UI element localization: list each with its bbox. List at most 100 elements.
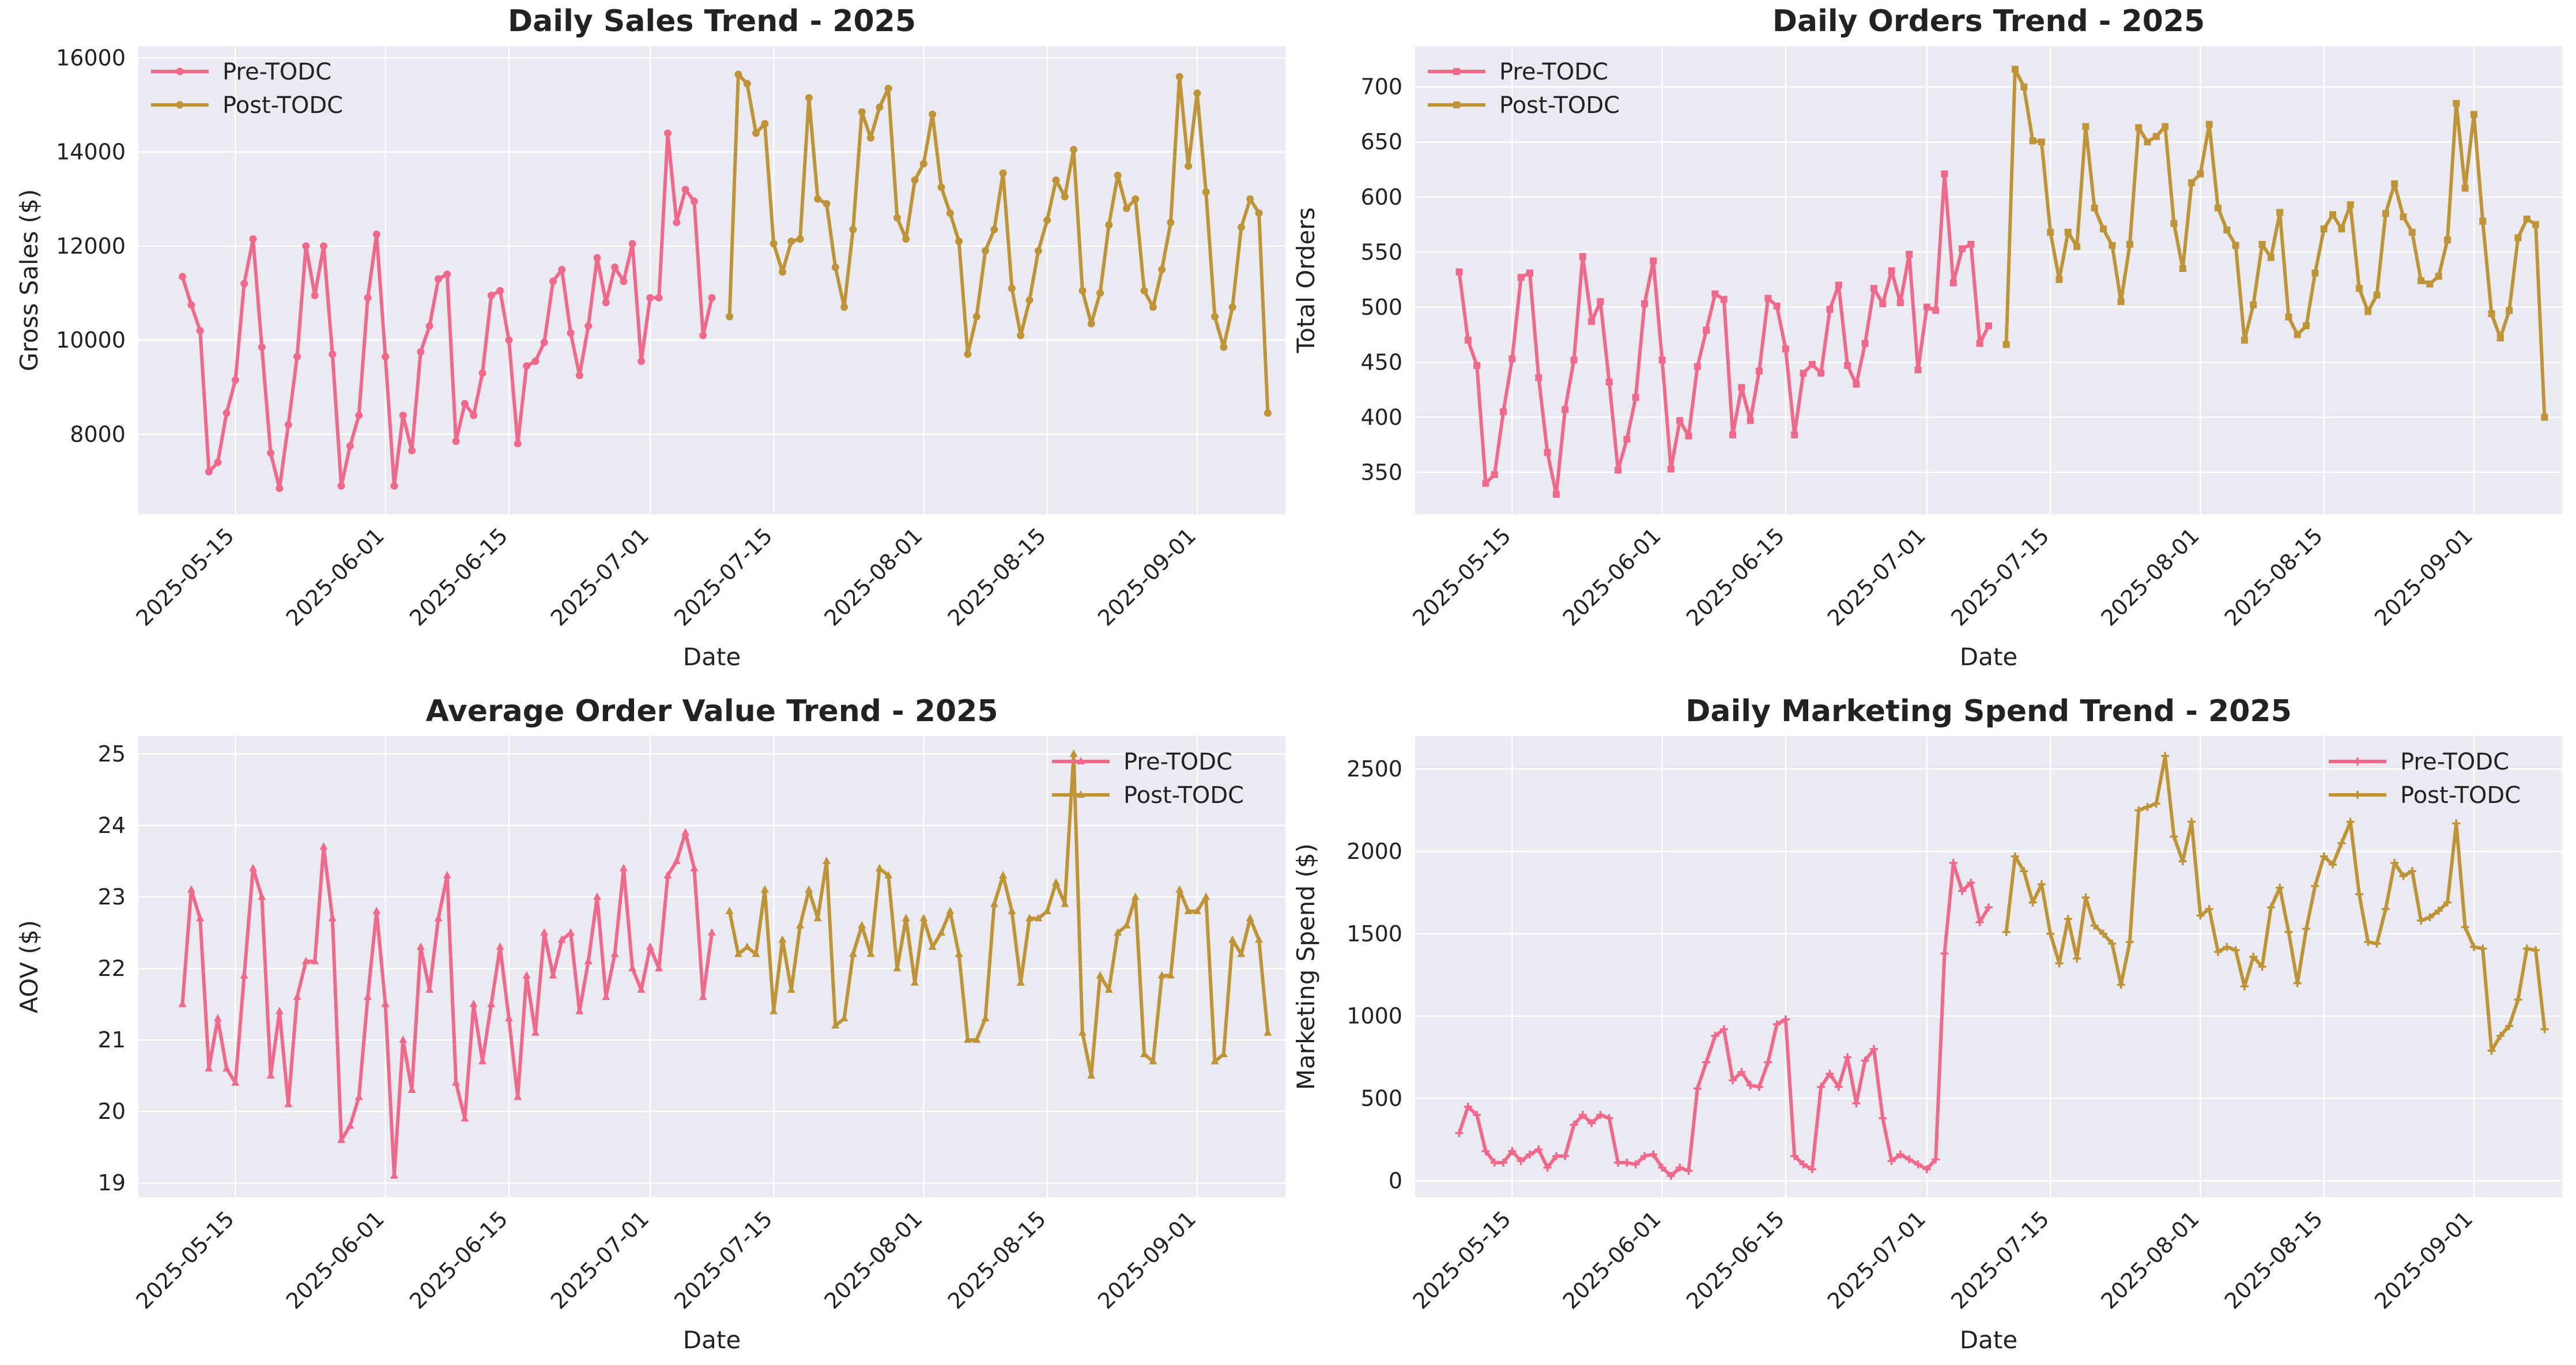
y-tick-label: 19 [98,1170,126,1196]
data-point [2505,1021,2514,1030]
data-point [1772,1020,1781,1028]
data-point [760,885,769,893]
data-point [1175,73,1183,81]
data-point [2064,228,2072,236]
data-point [2073,243,2081,250]
data-point [2408,867,2416,876]
data-point [2091,204,2098,212]
data-point [911,176,919,184]
x-tick-label: 2025-05-15 [1408,523,1515,631]
data-point [708,928,716,936]
data-point [1985,903,1993,912]
data-point [2382,210,2389,217]
data-point [531,1028,540,1036]
chart-title: Average Order Value Trend - 2025 [425,694,998,729]
series-post-todc [725,749,1272,1079]
data-point [1623,436,1631,443]
data-point [1896,1150,1904,1159]
series-pre-todc [178,828,716,1179]
data-point [990,225,998,233]
data-point [478,1057,486,1065]
data-point [1481,1147,1490,1155]
data-point [1896,299,1904,307]
data-point [1914,366,1922,374]
y-tick-label: 500 [1360,295,1402,320]
data-point [734,949,742,957]
data-point [1132,195,1140,203]
data-point [858,108,866,116]
data-point [2196,911,2205,920]
x-tick-label: 2025-09-01 [1093,523,1201,631]
data-point [2152,133,2160,140]
data-point [2373,940,2381,948]
data-point [179,273,187,281]
legend: Pre-TODC Post-TODC [1428,59,1620,119]
data-point [558,266,566,274]
x-axis-label: Date [683,1326,741,1354]
data-point [2152,800,2160,808]
data-point [1070,146,1078,154]
data-point [584,956,593,964]
data-point [1455,1129,1464,1137]
data-point [1052,176,1060,184]
data-point [1149,303,1157,311]
data-point [593,254,601,262]
legend: Pre-TODC Post-TODC [2329,749,2521,809]
data-point [1614,1159,1623,1167]
data-point [2240,982,2249,991]
data-point [311,292,319,300]
data-point [2408,228,2416,236]
data-point [408,1085,416,1093]
data-point [1114,928,1122,936]
data-point [1932,307,1940,314]
data-point [1122,921,1131,929]
data-point [1078,286,1087,295]
data-point [2170,220,2178,227]
data-point [1676,417,1684,424]
x-tick-label: 2025-08-15 [943,523,1051,631]
series-line [727,752,1270,1078]
data-point [301,956,310,964]
data-point [699,992,707,1000]
data-point [2028,898,2037,907]
data-point [567,329,575,337]
data-point [2514,996,2522,1004]
data-point [2453,100,2460,107]
chart-title: Daily Orders Trend - 2025 [1772,4,2205,39]
data-point [1852,1099,1861,1108]
plot-area [1415,46,2562,514]
data-point [354,1092,363,1100]
data-point [637,985,646,993]
data-point [673,218,681,227]
data-point [1703,326,1710,334]
data-point [858,921,866,929]
data-point [187,885,195,893]
data-point [1184,906,1193,914]
data-point [1500,408,1507,416]
data-point [2197,170,2204,178]
data-point [2285,314,2292,321]
data-point [1185,162,1193,170]
data-point [2205,120,2213,128]
data-point [2311,882,2319,890]
data-point [231,1078,240,1086]
data-point [1167,218,1175,227]
legend: Pre-TODC Post-TODC [151,59,343,119]
data-point [1526,1150,1534,1159]
data-point [1843,1053,1852,1062]
data-point [2522,944,2531,953]
data-point [1615,466,1622,474]
data-point [2002,341,2010,348]
data-point [2319,852,2328,861]
data-point [346,442,354,450]
x-tick-label: 2025-07-15 [1946,1206,2054,1314]
data-point [2020,83,2028,91]
legend-marker [1453,101,1460,108]
data-point [1552,1152,1560,1160]
data-point [1175,885,1184,893]
x-tick-label: 2025-07-01 [546,1206,654,1314]
data-point [1782,345,1789,353]
data-point [478,369,486,377]
data-point [2461,184,2469,192]
data-point [1790,1152,1799,1160]
